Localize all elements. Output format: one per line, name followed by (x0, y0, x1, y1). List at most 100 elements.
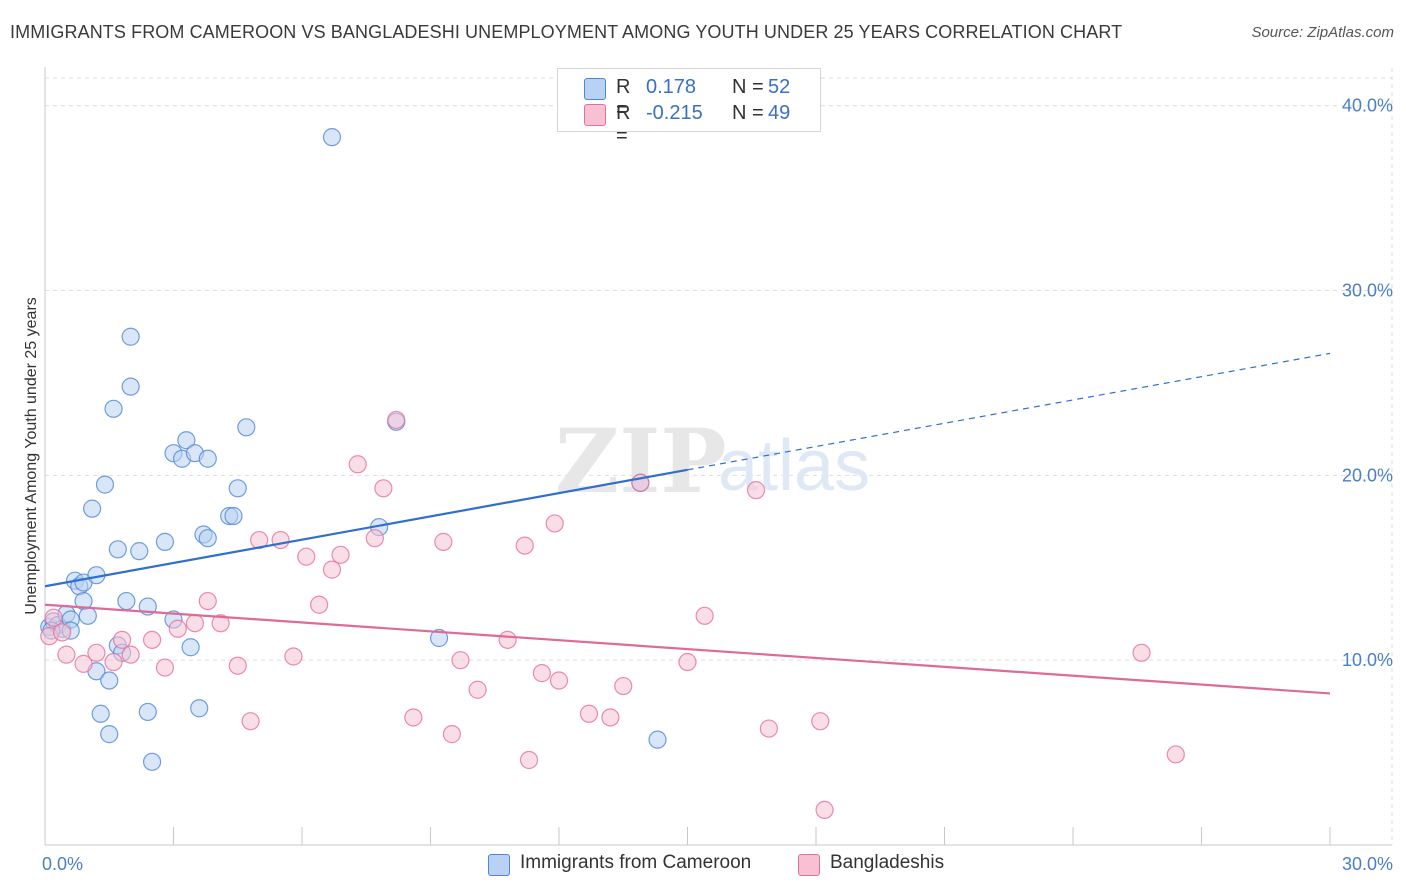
point-bangladeshis (348, 455, 367, 474)
point-bangladeshis (515, 536, 534, 555)
point-cameroon (78, 606, 97, 625)
point-bangladeshis (297, 547, 316, 566)
legend-swatch-bangladeshis (798, 854, 820, 876)
point-cameroon (138, 702, 157, 722)
point-cameroon (142, 752, 162, 771)
legend-label-bangladeshis: Bangladeshis (830, 852, 945, 873)
legend-swatch-bangladeshis (584, 104, 606, 126)
point-bangladeshis (1132, 643, 1151, 662)
point-bangladeshis (434, 532, 453, 551)
point-bangladeshis (579, 704, 599, 723)
n-label: N = (732, 76, 764, 98)
point-bangladeshis (614, 676, 633, 696)
point-bangladeshis (322, 560, 342, 579)
point-bangladeshis (155, 658, 175, 677)
point-bangladeshis (532, 664, 551, 683)
point-bangladeshis (121, 645, 140, 664)
point-bangladeshis (1166, 745, 1185, 764)
r-label: R = (616, 76, 631, 121)
data-points (40, 128, 1185, 819)
y-tick-label: 40.0% (1342, 96, 1393, 116)
point-bangladeshis (104, 652, 123, 672)
point-bangladeshis (759, 719, 778, 738)
point-bangladeshis (112, 630, 132, 649)
point-bangladeshis (545, 514, 564, 533)
point-cameroon (121, 327, 140, 346)
point-cameroon (224, 506, 243, 526)
point-bangladeshis (185, 614, 205, 633)
trend-line-cameroon-extension (687, 352, 1331, 471)
n-value: 49 (768, 102, 791, 124)
point-bangladeshis (451, 651, 470, 670)
point-bangladeshis (387, 410, 406, 430)
point-bangladeshis (442, 725, 462, 744)
point-cameroon (198, 449, 217, 468)
point-cameroon (95, 475, 115, 494)
point-cameroon (237, 418, 256, 437)
point-cameroon (83, 499, 102, 518)
point-bangladeshis (87, 643, 106, 662)
point-bangladeshis (44, 608, 63, 627)
point-bangladeshis (57, 645, 76, 664)
r-value: 0.178 (646, 76, 697, 98)
correlation-legend: R = 0.178 N = 52 R = -0.215 N = 49 (557, 68, 821, 147)
point-bangladeshis (284, 647, 303, 666)
watermark-zip: ZIP (555, 409, 727, 513)
point-cameroon (190, 699, 209, 718)
point-bangladeshis (519, 750, 539, 770)
n-value: 52 (768, 76, 791, 98)
point-bangladeshis (468, 680, 487, 699)
trend-lines (44, 352, 1331, 695)
point-cameroon (121, 377, 140, 396)
point-bangladeshis (404, 708, 423, 727)
point-cameroon (177, 431, 196, 450)
y-tick-label: 20.0% (1342, 465, 1393, 485)
y-tick-label: 30.0% (1342, 281, 1393, 301)
point-bangladeshis (53, 623, 72, 642)
point-bangladeshis (271, 530, 290, 550)
source-label: Source: ZipAtlas.com (1251, 24, 1394, 41)
point-cameroon (155, 532, 175, 551)
point-bangladeshis (228, 656, 247, 675)
point-bangladeshis (695, 606, 714, 625)
point-cameroon (429, 628, 449, 648)
x-tick-label: 30.0% (1342, 854, 1393, 874)
point-bangladeshis (746, 481, 766, 500)
point-bangladeshis (74, 654, 93, 673)
legend-swatch-cameroon (488, 854, 510, 876)
point-bangladeshis (549, 671, 569, 690)
point-bangladeshis (365, 529, 384, 548)
tick-labels: 10.0% 20.0% 30.0% 40.0% 0.0% 30.0% (42, 96, 1393, 874)
watermark-atlas: atlas (718, 426, 870, 506)
r-value: -0.215 (646, 102, 703, 124)
point-cameroon (130, 542, 149, 561)
point-bangladeshis (310, 595, 329, 614)
n-label: N = (732, 102, 764, 124)
point-cameroon (648, 730, 667, 749)
point-cameroon (322, 128, 342, 147)
point-cameroon (100, 671, 119, 690)
point-cameroon (104, 399, 123, 418)
point-bangladeshis (198, 591, 217, 611)
r-label: R = (616, 102, 631, 147)
point-bangladeshis (811, 712, 830, 731)
point-bangladeshis (601, 708, 620, 727)
chart-title: IMMIGRANTS FROM CAMEROON VS BANGLADESHI … (10, 22, 1123, 42)
y-axis-label: Unemployment Among Youth under 25 years (23, 297, 40, 615)
axes (44, 67, 1392, 846)
point-bangladeshis (498, 630, 517, 649)
point-cameroon (228, 479, 247, 498)
point-cameroon (91, 704, 110, 723)
point-bangladeshis (211, 614, 230, 633)
watermark: ZIP atlas (555, 409, 870, 513)
trend-line-cameroon (44, 468, 688, 588)
legend-label-cameroon: Immigrants from Cameroon (520, 852, 752, 873)
x-tick-label: 0.0% (42, 854, 83, 874)
point-bangladeshis (374, 479, 393, 498)
trend-line-bangladeshis (44, 603, 1331, 695)
point-bangladeshis (168, 619, 187, 638)
point-cameroon (198, 529, 217, 548)
point-bangladeshis (815, 800, 834, 819)
y-tick-label: 10.0% (1342, 650, 1393, 670)
